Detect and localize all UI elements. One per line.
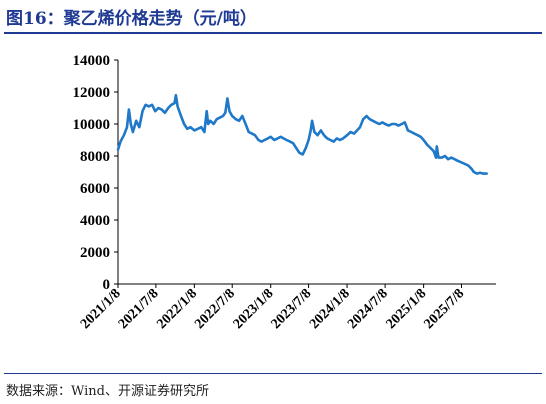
y-tick-label: 10000 bbox=[73, 117, 111, 133]
x-tick-label: 2021/7/8 bbox=[116, 286, 162, 332]
x-tick-label: 2023/7/8 bbox=[269, 286, 315, 332]
x-axis-ticks: 2021/1/82021/7/82022/1/82022/7/82023/1/8… bbox=[78, 284, 467, 332]
x-tick-label: 2021/1/8 bbox=[78, 286, 124, 332]
figure-title: 图16：聚乙烯价格走势（元/吨） bbox=[6, 9, 257, 29]
pe-price-line bbox=[116, 93, 488, 175]
chart-axes bbox=[117, 60, 496, 285]
y-tick-label: 2000 bbox=[80, 245, 110, 261]
data-source: 数据来源：Wind、开源证券研究所 bbox=[6, 384, 209, 399]
y-tick-label: 6000 bbox=[80, 181, 110, 197]
title-rule bbox=[4, 32, 542, 34]
series-group bbox=[116, 93, 488, 175]
x-tick-label: 2025/1/8 bbox=[384, 286, 430, 332]
x-tick-label: 2024/1/8 bbox=[307, 286, 353, 332]
y-tick-label: 12000 bbox=[73, 85, 111, 101]
y-axis-ticks: 0 2000 4000 6000 8000 10000 12000 14000 bbox=[73, 53, 118, 293]
y-tick-label: 14000 bbox=[73, 53, 111, 69]
y-tick-label: 8000 bbox=[80, 149, 110, 165]
x-tick-label: 2022/7/8 bbox=[192, 286, 238, 332]
source-rule bbox=[4, 373, 542, 374]
y-tick-label: 0 bbox=[103, 277, 111, 293]
x-tick-label: 2023/1/8 bbox=[231, 286, 277, 332]
x-tick-label: 2025/7/8 bbox=[422, 286, 468, 332]
y-tick-label: 4000 bbox=[80, 213, 110, 229]
x-tick-label: 2022/1/8 bbox=[154, 286, 200, 332]
x-tick-label: 2024/7/8 bbox=[345, 286, 391, 332]
